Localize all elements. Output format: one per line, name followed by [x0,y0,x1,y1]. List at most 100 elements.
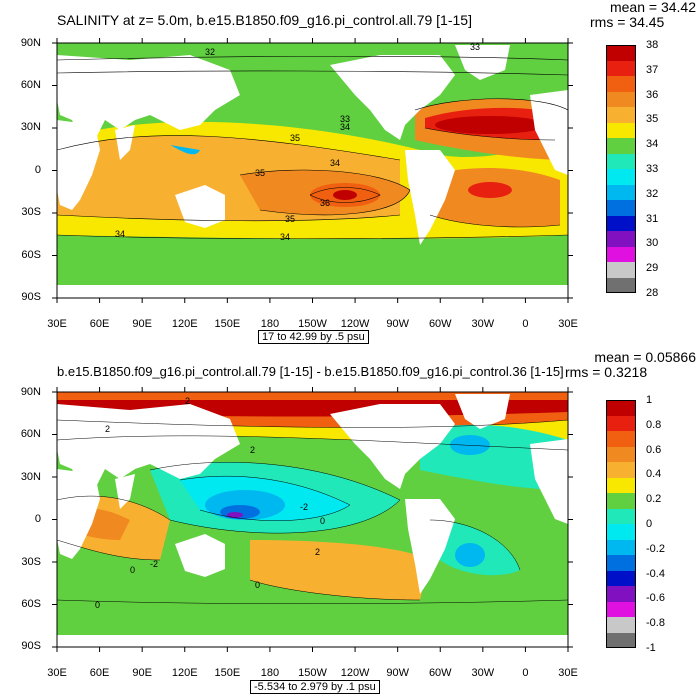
colorbar-label: 0.8 [646,418,662,431]
colorbar-swatch [606,231,636,247]
lon-label: 150W [298,318,327,330]
lon-label: 180 [260,667,280,679]
colorbar-swatch [606,122,636,138]
contour-label: -2 [300,502,308,512]
lon-label: 30E [558,318,578,330]
lon-label: 150E [214,667,241,679]
lat-label: 90S [21,640,41,652]
contour-label: 35 [290,133,300,143]
colorbar-label: 0.6 [646,443,662,456]
colorbar-swatch [606,169,636,185]
colorbar-swatch [606,601,636,617]
contour-label: 32 [205,47,215,57]
contour-label: 2 [185,396,190,406]
panel-2-title: b.e15.B1850.f09_g16.pi_control.all.79 [1… [57,364,564,379]
lon-label: 30E [558,667,578,679]
lon-label: 60E [89,318,110,330]
lon-label: 60W [428,667,452,679]
contour-label: 0 [320,516,325,526]
colorbar-swatch [606,539,636,555]
lat-label: 30N [20,471,41,483]
colorbar-swatch [606,60,636,76]
colorbar-swatch [606,446,636,462]
colorbar-swatch [606,617,636,633]
colorbar-swatch [606,493,636,509]
colorbar-swatch [606,462,636,478]
colorbar-swatch [606,586,636,602]
contour-label: 0 [95,600,100,610]
contour-label: 36 [320,198,330,208]
panel-2-rms: rms = 0.3218 [565,364,648,380]
colorbar-swatch [606,415,636,431]
contour-label: 33 [340,114,350,124]
colorbar-label: 38 [646,39,659,51]
lat-label: 30S [21,206,41,218]
lon-label: 90W [386,318,409,330]
colorbar-swatch [606,524,636,540]
colorbar-swatch [606,107,636,123]
lon-label: 120W [340,318,370,330]
lon-label: 30W [471,318,495,330]
colorbar-swatch [606,555,636,571]
colorbar-label: 34 [646,138,659,151]
lat-label: 60S [21,249,41,261]
lon-label: 60W [428,318,452,330]
colorbar-swatch [606,153,636,169]
colorbar-swatch [606,277,636,293]
lon-label: 180 [260,318,280,330]
colorbar-swatch [606,91,636,107]
lat-label: 90N [20,386,41,398]
lon-label: 0 [522,667,529,679]
colorbar-swatch [606,215,636,231]
contour-label: 35 [285,214,295,224]
contour-label: 34 [340,122,350,132]
lon-label: 90W [386,667,409,679]
lon-label: 60E [89,667,110,679]
colorbar-label: -0.6 [646,592,665,605]
lon-label: 150W [298,667,327,679]
colorbar-swatch [606,508,636,524]
contour-label: 34 [330,158,340,168]
lat-label: 0 [34,164,41,176]
contour-label: 0 [130,565,135,575]
contour-label: 34 [115,229,125,239]
contour-label: 35 [255,168,265,178]
range-label: -5.534 to 2.979 by .1 psu [250,680,380,694]
colorbar-label: 33 [646,163,659,175]
lon-label: 120W [340,667,370,679]
lon-label: 30W [471,667,495,679]
colorbar-label: -1 [646,642,656,654]
colorbar-label: 37 [646,63,659,76]
lon-label: 120E [171,667,198,679]
colorbar-label: 28 [646,287,659,299]
colorbar-swatch [606,76,636,92]
colorbar-label: 0.4 [646,468,662,481]
colorbar-label: -0.2 [646,542,665,555]
lon-label: 120E [171,318,198,330]
colorbar-swatch [606,138,636,154]
range-label: 17 to 42.99 by .5 psu [258,330,369,344]
lat-label: 30S [21,556,41,568]
colorbar-label: 31 [646,212,659,225]
lat-label: 0 [34,513,41,525]
colorbar-label: -0.4 [646,567,665,580]
lon-label: 0 [522,318,529,330]
colorbar-label: 1 [646,394,653,406]
lon-label: 30E [47,318,67,330]
colorbar-swatch [606,431,636,447]
lat-label: 90N [20,37,41,49]
colorbar-swatch [606,246,636,262]
panel-1-rms: rms = 34.45 [590,14,665,30]
colorbar-label: 32 [646,187,659,200]
colorbar-label: -0.8 [646,617,665,630]
lat-label: 60N [20,79,41,91]
colorbar-swatch [606,45,636,61]
colorbar-swatch [606,200,636,216]
lat-label: 60N [20,428,41,440]
colorbar-label: 35 [646,113,659,126]
lon-label: 30E [47,667,67,679]
panel-1-title: SALINITY at z= 5.0m, b.e15.B1850.f09_g16… [57,12,472,28]
lon-label: 150E [214,318,241,330]
